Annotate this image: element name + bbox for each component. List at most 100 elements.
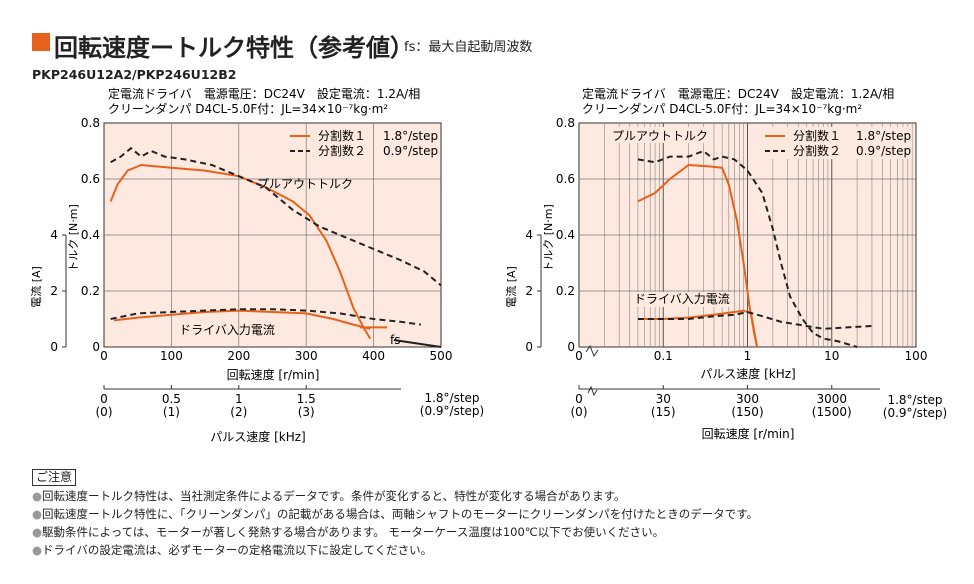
- left-fs-label: fs: [390, 333, 400, 347]
- current-tick-label: 2: [525, 284, 533, 298]
- right-xlabel2: 回転速度 [r/min]: [702, 426, 795, 441]
- right-cond-line2: クリーンダンパ D4CL-5.0F付：JL=34×10⁻⁷kg·m²: [582, 101, 862, 116]
- right-pullout-bg: [609, 127, 705, 143]
- left-chart: 定電流ドライバ 電源電圧：DC24V 設定電流：1.2A/相 クリーンダンパ D…: [29, 86, 484, 444]
- y-tick-label: 0.4: [556, 228, 575, 242]
- right-driver-label: ドライバ入力電流: [634, 292, 730, 306]
- left-pullout-label: プルアウトトルク: [257, 177, 353, 191]
- series-2-torque-line: [637, 149, 858, 348]
- y-tick-label: 0.2: [556, 284, 575, 298]
- bullet-icon: ●: [32, 507, 43, 521]
- page-title: 回転速度ートルク特性（参考値）: [54, 34, 414, 62]
- left-legend-label-2: 分割数２: [318, 143, 366, 158]
- x-tick-label: 0.1: [654, 349, 673, 363]
- y-tick-label: 0.8: [81, 116, 100, 130]
- y-tick-label: 0.8: [556, 116, 575, 130]
- charts-svg: 定電流ドライバ 電源電圧：DC24V 設定電流：1.2A/相 クリーンダンパ D…: [29, 86, 947, 444]
- right-legend-bg: [760, 127, 912, 159]
- x-tick-label: 100: [905, 349, 928, 363]
- right-legend: 分割数１ 1.8°/step 分割数２ 0.9°/step: [760, 127, 912, 159]
- x-tick-label: 0: [575, 349, 583, 363]
- right-pullout-label: プルアウトトルク: [612, 129, 708, 143]
- current-tick-label: 4: [525, 228, 533, 242]
- bullet-icon: ●: [32, 489, 43, 503]
- y-tick-label: 0: [567, 340, 575, 354]
- note-text: 回転速度ートルク特性に、「クリーンダンパ」の記載がある場合は、両軸シャフトのモー…: [42, 507, 759, 521]
- right-driver-bg: [632, 292, 734, 307]
- right-chart: 定電流ドライバ 電源電圧：DC24V 設定電流：1.2A/相 クリーンダンパ D…: [504, 86, 947, 441]
- x-tick-label: 100: [160, 349, 183, 363]
- speed-tick-label: 30: [656, 392, 671, 406]
- pulse-tick-label: (3): [298, 405, 315, 419]
- speed-tick-label: (1500): [812, 405, 852, 419]
- current-tick-label: 2: [50, 284, 58, 298]
- title-marker: [32, 33, 50, 51]
- y-tick-label: 0.4: [81, 228, 100, 242]
- note-item: ●回転速度ートルク特性は、当社測定条件によるデータです。条件が変化すると、特性が…: [32, 488, 625, 504]
- notes-title: ご注意: [32, 469, 77, 486]
- left-legend-step-1: 1.8°/step: [383, 129, 438, 143]
- right-grid: [579, 123, 916, 347]
- left-legend-label-1: 分割数１: [318, 128, 366, 143]
- left-xlabel: 回転速度 [r/min]: [227, 367, 320, 382]
- speed-tick-label: (15): [651, 405, 676, 419]
- left-ylabel2: 電流 [A]: [29, 266, 43, 308]
- x-tick-label: 10: [824, 349, 839, 363]
- note-text: 駆動条件によっては、モーターが著しく発熱する場合があります。 モーターケース温度…: [42, 525, 665, 539]
- series-2-current-line: [110, 308, 421, 326]
- x-tick-label: 300: [295, 349, 318, 363]
- axis-break-icon: [587, 385, 598, 397]
- note-item: ●駆動条件によっては、モーターが著しく発熱する場合があります。 モーターケース温…: [32, 524, 664, 540]
- axis-break-icon: [585, 344, 599, 358]
- x-tick-label: 1: [744, 349, 752, 363]
- x-tick-label: 500: [430, 349, 453, 363]
- series-2-torque-line: [110, 146, 442, 287]
- right-ylabel: トルク [N·m]: [542, 204, 555, 272]
- left-legend: 分割数１ 1.8°/step 分割数２ 0.9°/step: [290, 128, 438, 158]
- right-legend-step-1: 1.8°/step: [856, 129, 911, 143]
- note-text: ドライバの設定電流は、必ずモーターの定格電流以下に設定してください。: [42, 543, 433, 557]
- series-2-fs-line: [393, 339, 442, 348]
- y-tick-label: 0: [92, 340, 100, 354]
- pulse-tick-label: 1: [235, 392, 243, 406]
- right-ylabel2: 電流 [A]: [504, 266, 518, 308]
- series-2-current-line: [637, 310, 872, 330]
- left-legend-step-2: 0.9°/step: [383, 144, 438, 158]
- speed-tick-label: 300: [736, 392, 759, 406]
- right-speed-unit-bottom: (0.9°/step): [883, 406, 947, 420]
- left-grid: [104, 123, 441, 347]
- model-number: PKP246U12A2/PKP246U12B2: [32, 67, 237, 82]
- current-tick-label: 0: [525, 340, 533, 354]
- left-cond-line2: クリーンダンパ D4CL-5.0F付：JL=34×10⁻⁷kg·m²: [108, 101, 388, 116]
- left-pulse-unit-bottom: (0.9°/step): [420, 404, 484, 418]
- pulse-tick-label: (0): [96, 405, 113, 419]
- right-axes: 0.1 1 10 100000.20.40.60.80240(0)30(15)300(…: [525, 116, 927, 419]
- right-series: [637, 149, 872, 348]
- series-1-torque-line: [637, 163, 759, 348]
- right-legend-step-2: 0.9°/step: [856, 144, 911, 158]
- right-legend-label-2: 分割数２: [793, 143, 841, 158]
- left-xlabel2: パルス速度 [kHz]: [210, 429, 305, 444]
- speed-tick-label: 0: [575, 392, 583, 406]
- title-note: fs：最大自起動周波数: [404, 40, 533, 55]
- current-tick-label: 0: [50, 340, 58, 354]
- x-tick-label: 400: [362, 349, 385, 363]
- pulse-tick-label: 1.5: [297, 392, 316, 406]
- y-tick-label: 0.6: [556, 172, 575, 186]
- note-item: ●回転速度ートルク特性に、「クリーンダンパ」の記載がある場合は、両軸シャフトのモ…: [32, 506, 758, 522]
- x-tick-label: 0: [100, 349, 108, 363]
- y-tick-label: 0.2: [81, 284, 100, 298]
- pulse-tick-label: 0.5: [162, 392, 181, 406]
- note-item: ●ドライバの設定電流は、必ずモーターの定格電流以下に設定してください。: [32, 542, 432, 558]
- x-tick-label: 200: [227, 349, 250, 363]
- left-pulse-unit-top: 1.8°/step: [424, 391, 479, 405]
- right-cond-line1: 定電流ドライバ 電源電圧：DC24V 設定電流：1.2A/相: [582, 86, 894, 101]
- y-tick-label: 0.6: [81, 172, 100, 186]
- right-speed-unit-top: 1.8°/step: [887, 393, 942, 407]
- left-series: [109, 146, 442, 348]
- pulse-tick-label: 0: [100, 392, 108, 406]
- bullet-icon: ●: [32, 543, 43, 557]
- series-1-current-line: [113, 309, 371, 330]
- right-legend-label-1: 分割数１: [793, 128, 841, 143]
- right-xlabel: パルス速度 [kHz]: [700, 366, 795, 381]
